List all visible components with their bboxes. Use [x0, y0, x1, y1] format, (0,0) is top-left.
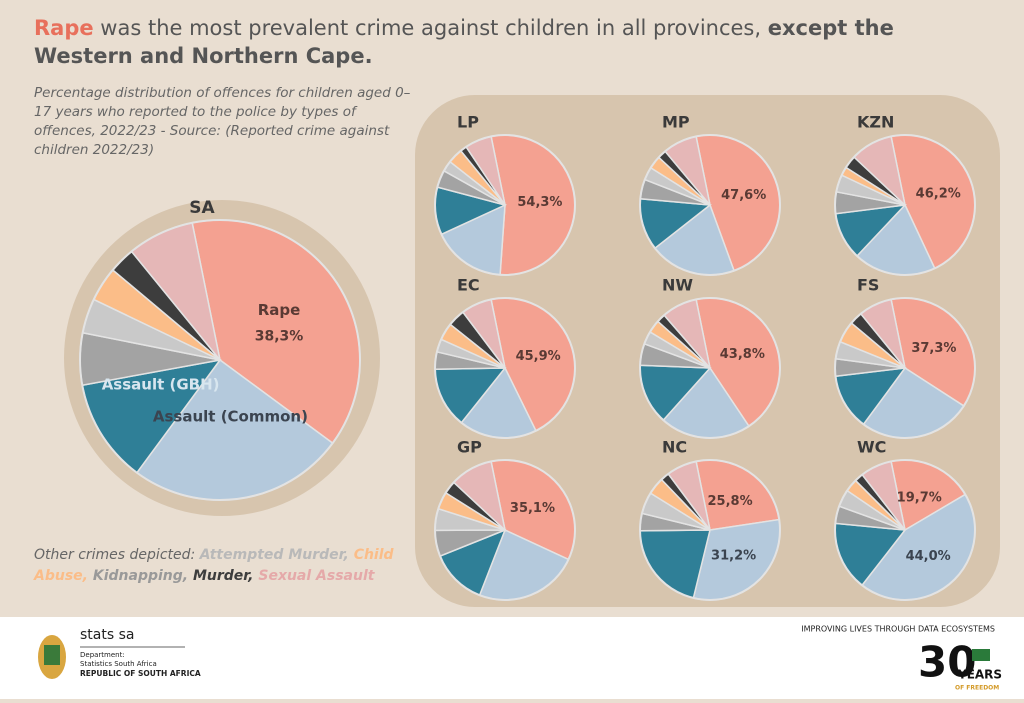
charts: SA Rape 38,3% Assault (Common) Assault (GBH)… [64, 95, 1000, 607]
value-label: 47,6% [721, 188, 766, 203]
segment-name: Assault (GBH) [102, 376, 220, 394]
pie-outline [834, 297, 976, 439]
chart-title: LP [457, 113, 479, 132]
value-label: 37,3% [911, 341, 956, 356]
chart-title: MP [662, 113, 690, 132]
pie-outline [434, 459, 576, 601]
freedom: OF FREEDOM [955, 685, 999, 692]
title-text: was the most prevalent crime against chi… [93, 16, 768, 40]
pie-outline [639, 134, 781, 276]
title: Rape was the most prevalent crime agains… [34, 14, 934, 70]
chart-title: FS [857, 276, 879, 295]
value-label: 19,7% [897, 491, 942, 506]
note-item: Kidnapping [93, 568, 193, 584]
years-number: 30 [918, 638, 976, 687]
chart-title: WC [857, 438, 886, 457]
pie-outline [834, 459, 976, 601]
value-label: 44,0% [906, 549, 951, 564]
title-highlight: Rape [34, 16, 94, 40]
chart-title: GP [457, 438, 482, 457]
flag [972, 649, 990, 661]
note-item: Sexual Assault [258, 568, 375, 584]
footer-art: stats sa Department: Statistics South Af… [38, 625, 1002, 692]
pie-outline [434, 297, 576, 439]
value-label: 35,1% [510, 501, 555, 516]
value-label: 38,3% [255, 328, 304, 344]
pie-outline [639, 459, 781, 601]
segment-name: Assault (Common) [153, 408, 308, 426]
value-label: 45,9% [516, 349, 561, 364]
chart-title: KZN [857, 113, 894, 132]
brand: stats sa [80, 627, 134, 643]
subtitle: Percentage distribution of offences for … [34, 85, 411, 158]
note-item: Attempted Murder [200, 547, 354, 563]
country: REPUBLIC OF SOUTH AFRICA [80, 669, 201, 678]
note-item: Murder [193, 568, 258, 584]
chart-title: EC [457, 276, 480, 295]
pie-outline [639, 297, 781, 439]
pie-outline [834, 134, 976, 276]
value-label: 43,8% [720, 347, 765, 362]
coat-of-arms [38, 635, 66, 679]
dept: Department: [80, 651, 125, 659]
note-label: Other crimes depicted: [34, 547, 196, 563]
note: Other crimes depicted: Attempted MurderC… [34, 545, 404, 587]
segment-name: Rape [258, 301, 301, 319]
years: YEARS [957, 668, 1002, 682]
pie-outline [79, 219, 361, 501]
chart-title: NW [662, 276, 693, 295]
value-label: 31,2% [711, 548, 756, 563]
org: Statistics South Africa [80, 660, 157, 668]
value-label: 25,8% [708, 494, 753, 509]
footer: stats sa Department: Statistics South Af… [0, 617, 1024, 699]
title-bold: except the Western and Northern Cape. [34, 16, 894, 68]
value-label: 54,3% [517, 195, 562, 210]
value-label: 46,2% [916, 187, 961, 202]
pie-outline [434, 134, 576, 276]
slogan: IMPROVING LIVES THROUGH DATA ECOSYSTEMS [801, 625, 995, 634]
chart-title: NC [662, 438, 687, 457]
chart-title: SA [189, 198, 215, 218]
